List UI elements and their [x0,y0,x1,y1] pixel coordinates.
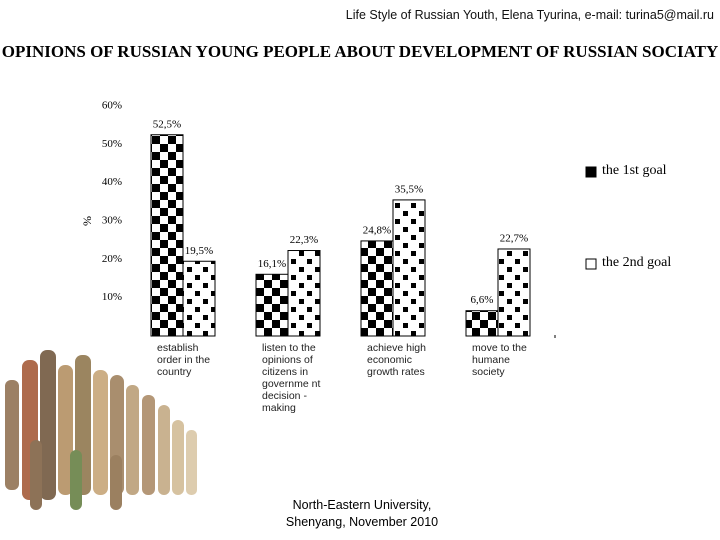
y-tick-label: 50% [102,138,122,150]
bar [255,273,289,337]
y-tick-label: 10% [102,291,122,303]
bar [360,240,394,337]
value-label: 35,5% [395,183,423,195]
bar [392,199,426,337]
bar [497,248,531,337]
value-label: 16,1% [258,258,286,270]
legend-swatch [585,166,597,178]
y-tick-label: 30% [102,215,122,227]
value-label: 52,5% [153,118,181,130]
legend-swatch [585,258,597,270]
x-tick-label: establish order in the country [157,342,211,378]
bar [182,260,216,337]
people-illustration [5,350,197,510]
x-tick-label: achieve high economic growth rates [367,342,426,378]
legend-label: the 1st goal [602,163,667,178]
header: Life Style of Russian Youth, Elena Tyuri… [345,8,714,22]
title: OPINIONS OF RUSSIAN YOUNG PEOPLE ABOUT D… [1,42,719,61]
x-tick-label: move to the humane society [472,342,527,378]
bar [287,250,321,337]
footer: North-Eastern University, Shenyang, Nove… [285,498,439,529]
bar [465,310,499,337]
y-tick-label: 60% [102,100,122,112]
bar [150,134,184,337]
value-label: 24,8% [363,224,391,236]
value-label: 6,6% [471,294,494,306]
x-tick-label: listen to the opinions of citizens in go… [262,342,321,414]
y-tick-label: 20% [102,253,122,265]
value-label: 19,5% [185,245,213,257]
y-axis-label: % [80,216,94,226]
legend-label: the 2nd goal [602,255,672,270]
y-tick-label: 40% [102,176,122,188]
value-label: 22,3% [290,234,318,246]
value-label: 22,7% [500,233,528,245]
